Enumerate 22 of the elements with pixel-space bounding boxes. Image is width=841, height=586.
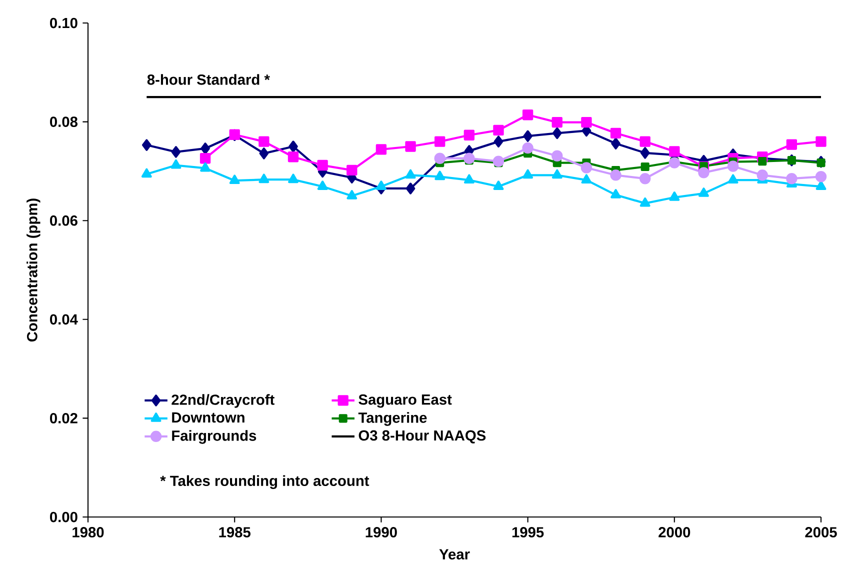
x-tick-label: 1990 bbox=[366, 527, 397, 538]
x-tick-label: 1995 bbox=[512, 527, 544, 538]
y-tick-label: 0.02 bbox=[50, 413, 78, 424]
y-tick-label: 0.06 bbox=[50, 215, 78, 226]
legend-label: 22nd/Craycroft bbox=[172, 394, 274, 408]
legend-label: Downtown bbox=[172, 412, 244, 423]
annotation: * Takes rounding into account bbox=[160, 475, 370, 490]
y-axis-title: Concentration (ppm) bbox=[26, 198, 40, 342]
legend-label: Saguaro East bbox=[358, 394, 452, 408]
x-tick-label: 1980 bbox=[72, 527, 104, 538]
legend-label: Fairgrounds bbox=[172, 430, 256, 444]
annotation: 8-hour Standard * bbox=[147, 74, 270, 85]
x-tick-label: 1985 bbox=[219, 527, 250, 538]
x-axis-title: Year bbox=[439, 549, 470, 560]
legend-label: Tangerine bbox=[358, 412, 427, 426]
x-tick-label: 2000 bbox=[658, 527, 690, 538]
y-tick-label: 0.04 bbox=[50, 314, 78, 325]
x-tick-label: 2005 bbox=[805, 527, 837, 538]
y-tick-label: 0.08 bbox=[50, 116, 78, 127]
y-tick-label: 0.00 bbox=[50, 512, 78, 522]
y-tick-label: 0.10 bbox=[50, 18, 78, 28]
legend-label: O3 8-Hour NAAQS bbox=[358, 430, 486, 444]
